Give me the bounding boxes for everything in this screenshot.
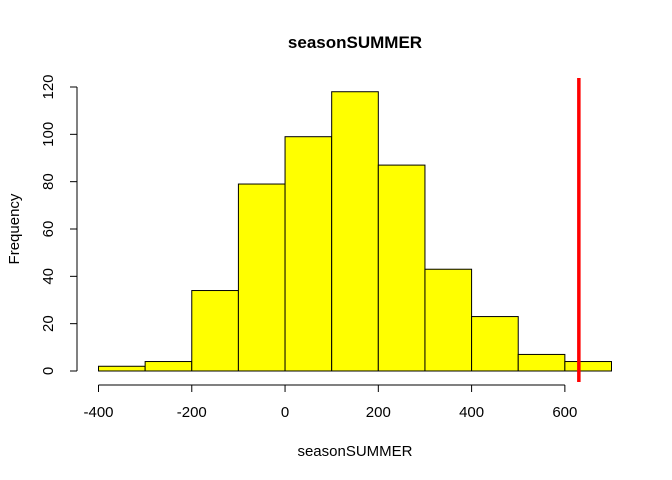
histogram-bar — [424, 268, 473, 372]
y-tick-label: 60 — [40, 221, 57, 238]
bars-group — [98, 91, 613, 372]
histogram-bar — [191, 290, 239, 372]
x-tick-label: 400 — [459, 404, 484, 421]
y-axis: 0 20 40 60 80 100 120 — [40, 74, 78, 375]
x-axis: -400 -200 0 200 400 600 — [83, 384, 577, 421]
histogram-bar — [144, 361, 193, 372]
histogram-bar — [517, 353, 566, 372]
y-tick-label: 0 — [40, 367, 57, 375]
histogram-bar — [98, 365, 146, 372]
x-tick-label: -400 — [83, 404, 113, 421]
histogram-bar — [284, 136, 333, 372]
chart-title: seasonSUMMER — [288, 33, 422, 52]
histogram-bar — [237, 183, 286, 372]
x-tick-label: 200 — [366, 404, 391, 421]
y-tick-label: 120 — [40, 74, 57, 99]
y-tick-label: 80 — [40, 173, 57, 190]
histogram-bar — [564, 361, 613, 372]
x-tick-label: 0 — [281, 404, 289, 421]
x-tick-label: -200 — [177, 404, 207, 421]
y-tick-label: 20 — [40, 315, 57, 332]
histogram-bar — [377, 164, 426, 372]
y-axis-label: Frequency — [6, 193, 23, 264]
histogram-bar — [331, 91, 379, 372]
y-tick-label: 100 — [40, 122, 57, 147]
x-axis-label: seasonSUMMER — [297, 443, 412, 460]
histogram-bar — [471, 316, 519, 372]
x-tick-label: 600 — [552, 404, 577, 421]
y-tick-label: 40 — [40, 268, 57, 285]
